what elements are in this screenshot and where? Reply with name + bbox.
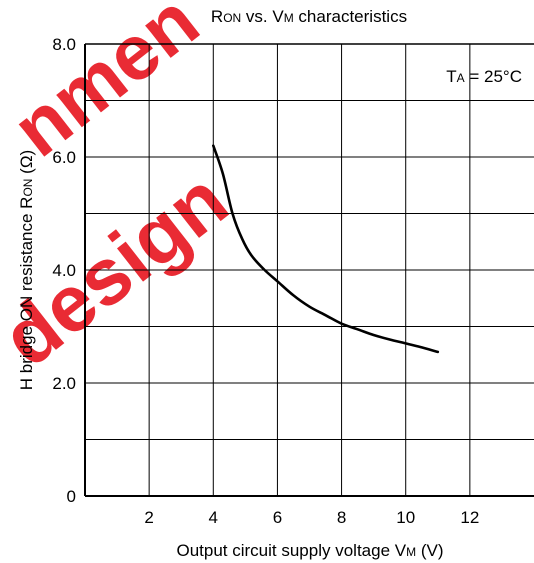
y-tick-label: 4.0 (52, 261, 76, 280)
y-tick-label: 2.0 (52, 374, 76, 393)
plot-frame (84, 43, 534, 497)
temperature-annotation: TA = 25°C (446, 67, 522, 86)
x-tick-label: 12 (460, 508, 479, 527)
ron-curve (212, 144, 440, 354)
y-tick-label: 0 (67, 487, 76, 506)
y-tick-label: 8.0 (52, 35, 76, 54)
grid (85, 44, 534, 496)
watermark-text-1: nmen (0, 0, 214, 173)
chart-title: RON vs. VM characteristics (211, 7, 407, 26)
watermark: nmen design (0, 0, 244, 383)
x-tick-label: 8 (337, 508, 346, 527)
x-axis-label: Output circuit supply voltage VM (V) (176, 541, 443, 560)
x-tick-label: 4 (209, 508, 218, 527)
y-tick-label: 6.0 (52, 148, 76, 167)
x-tick-label: 10 (396, 508, 415, 527)
y-axis-label: H bridge ON resistance RON (Ω) (17, 150, 36, 390)
x-tick-label: 6 (273, 508, 282, 527)
watermark-text-2: design (0, 155, 244, 384)
tick-labels: 2 4 6 8 10 12 0 2.0 4.0 6.0 8.0 (52, 35, 479, 527)
x-tick-label: 2 (144, 508, 153, 527)
